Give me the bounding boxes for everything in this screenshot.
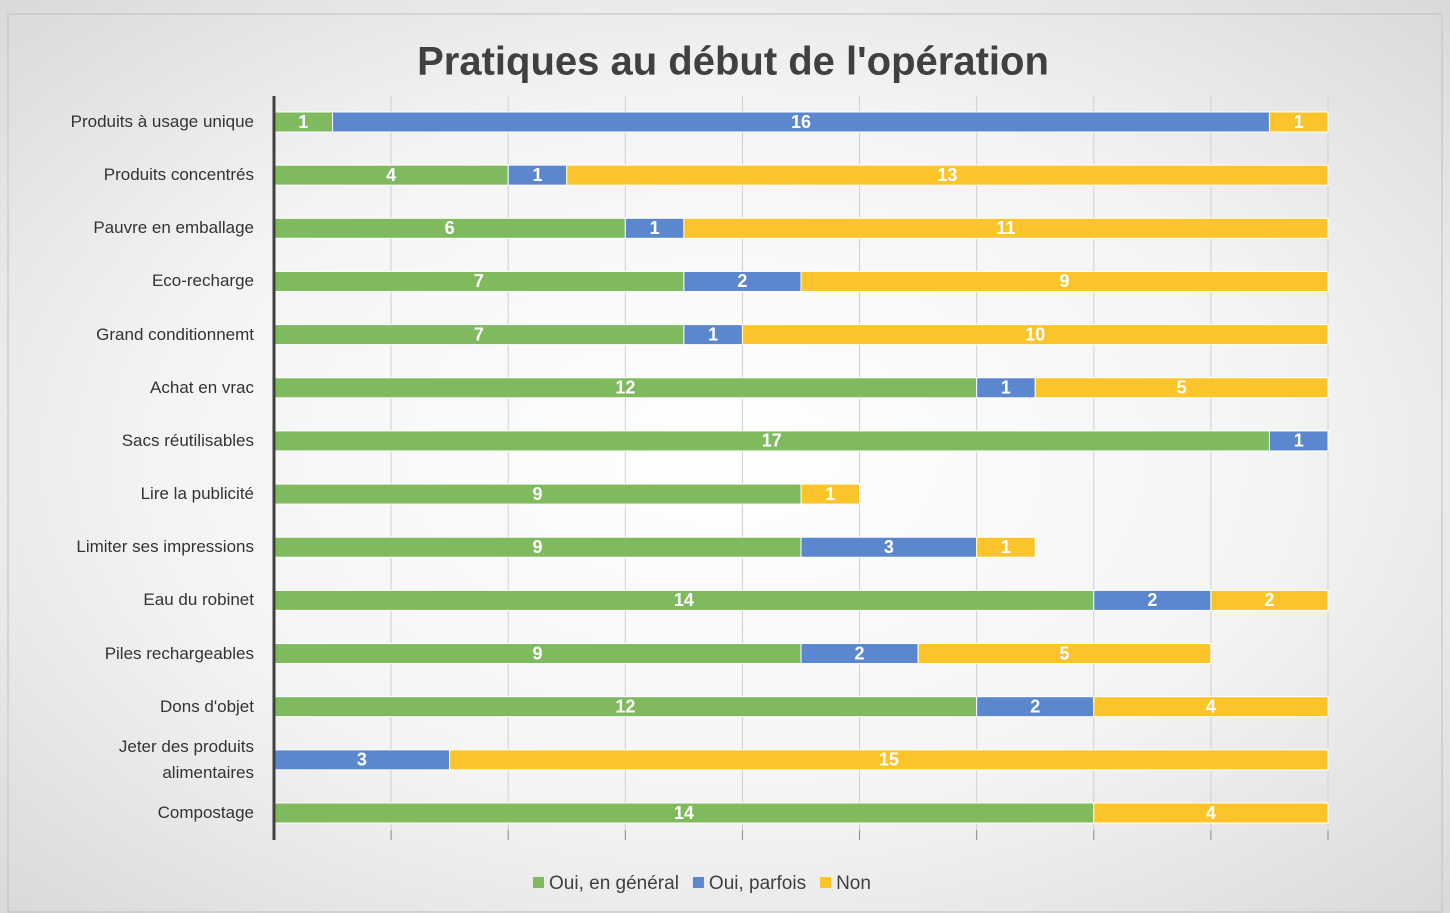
bar-segment xyxy=(1093,696,1329,718)
bar-segment xyxy=(1268,111,1329,133)
data-label: 4 xyxy=(1206,803,1216,823)
data-label: 2 xyxy=(1030,696,1040,716)
data-label: 17 xyxy=(762,431,782,451)
bar-segment xyxy=(449,749,1329,771)
data-label: 10 xyxy=(1025,324,1045,344)
legend-swatch xyxy=(820,877,832,888)
data-label: 5 xyxy=(1059,643,1069,663)
data-label: 9 xyxy=(1059,271,1069,291)
bar-segment xyxy=(1034,377,1329,399)
data-label: 1 xyxy=(1001,537,1011,557)
bar-segment xyxy=(566,164,1329,186)
data-label: 3 xyxy=(884,537,894,557)
bar-segment xyxy=(800,483,861,505)
y-tick-label: Lire la publicité xyxy=(140,484,254,504)
data-label: 5 xyxy=(1177,378,1187,398)
bar-segment xyxy=(1210,589,1329,611)
data-label: 4 xyxy=(1206,696,1216,716)
y-tick-label: Piles rechargeables xyxy=(104,643,254,663)
y-tick-label: Dons d'objet xyxy=(160,696,254,716)
data-label: 1 xyxy=(532,165,542,185)
chart-title: Pratiques au début de l'opération xyxy=(417,40,1049,84)
data-label: 1 xyxy=(298,112,308,132)
data-label: 4 xyxy=(386,165,396,185)
data-label: 2 xyxy=(737,271,747,291)
legend-label: Oui, parfois xyxy=(709,873,806,894)
bar-segment xyxy=(800,270,1329,292)
data-label: 9 xyxy=(532,643,542,663)
y-tick-label: Sacs réutilisables xyxy=(121,430,254,450)
y-tick-label: Produits concentrés xyxy=(103,165,254,185)
data-label: 13 xyxy=(937,165,957,185)
data-label: 11 xyxy=(996,218,1015,238)
bar-segment xyxy=(976,536,1036,558)
legend-label: Oui, en général xyxy=(549,873,679,894)
y-tick-label: Grand conditionnemt xyxy=(96,324,254,344)
bar-segment xyxy=(741,324,1329,346)
data-label: 1 xyxy=(1001,378,1011,398)
bar-segment xyxy=(1268,430,1329,452)
data-label: 7 xyxy=(474,271,484,291)
y-tick-label: Achat en vrac xyxy=(150,377,254,397)
data-label: 14 xyxy=(674,803,694,823)
data-label: 12 xyxy=(615,696,635,716)
data-label: 3 xyxy=(357,750,367,770)
frame xyxy=(7,13,1443,913)
bar-segment xyxy=(917,643,1212,665)
y-tick-label: Eco-recharge xyxy=(151,271,254,291)
data-label: 1 xyxy=(708,324,718,344)
data-label: 14 xyxy=(674,590,694,610)
y-tick-label: Jeter des produits alimentaires xyxy=(118,736,254,782)
data-label: 2 xyxy=(1147,590,1157,610)
y-tick-label: Produits à usage unique xyxy=(70,112,254,131)
data-label: 2 xyxy=(1264,590,1274,610)
y-tick-label: Limiter ses impressions xyxy=(76,537,254,557)
legend-swatch xyxy=(692,877,704,888)
legend-label: Non xyxy=(836,873,871,894)
data-label: 9 xyxy=(532,484,542,504)
data-label: 1 xyxy=(650,218,660,238)
y-tick-label: Pauvre en emballage xyxy=(93,218,254,238)
bar-segment xyxy=(1093,802,1329,824)
data-label: 1 xyxy=(825,484,835,504)
data-label: 15 xyxy=(879,750,899,770)
y-tick-label: Eau du robinet xyxy=(143,590,254,610)
data-label: 2 xyxy=(855,643,865,663)
data-label: 7 xyxy=(474,324,484,344)
data-label: 16 xyxy=(791,112,811,132)
data-label: 6 xyxy=(445,218,455,238)
legend-swatch xyxy=(533,877,544,888)
bar-segment xyxy=(683,217,1329,239)
data-label: 12 xyxy=(615,378,635,398)
y-tick-label: Compostage xyxy=(157,803,254,822)
data-label: 1 xyxy=(1294,112,1304,132)
data-label: 9 xyxy=(532,537,542,557)
data-label: 1 xyxy=(1294,431,1304,451)
